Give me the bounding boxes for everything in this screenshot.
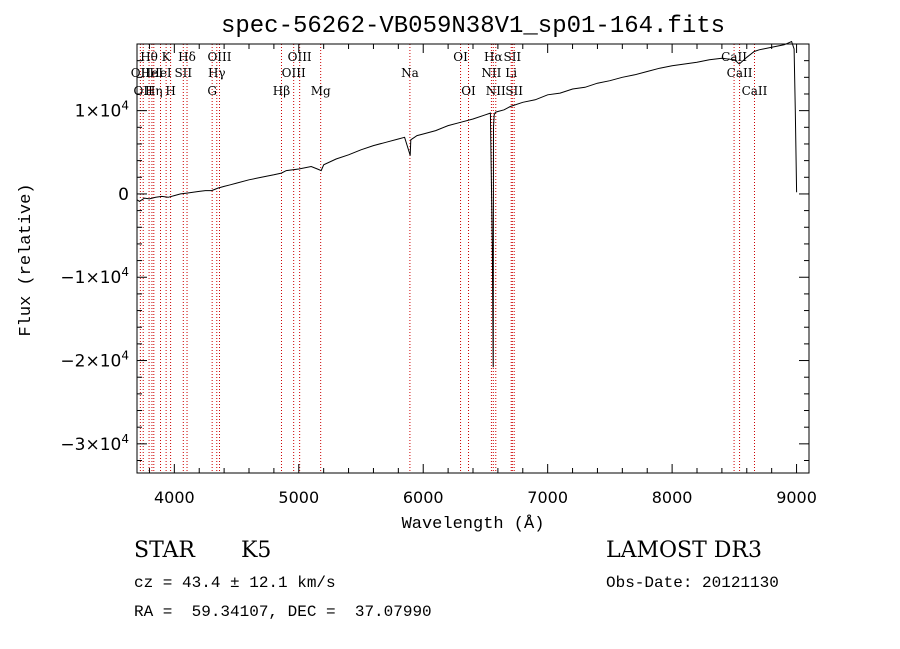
line-label-caii: CaII	[721, 50, 747, 64]
line-label-hβ: Hβ	[273, 84, 290, 98]
line-label-hθ: Hθ	[140, 50, 158, 64]
line-label-sii: SII	[503, 50, 521, 64]
line-label-oii: OII	[131, 66, 151, 80]
line-label-hα: Hα	[484, 50, 503, 64]
object-class: STAR	[134, 538, 195, 563]
line-label-sii: SII	[505, 84, 523, 98]
y-tick-label: −3×104	[60, 432, 129, 455]
x-axis-ticks: 4000 5000 6000 7000 8000 9000	[148, 44, 817, 507]
x-tick-label: 8000	[652, 488, 693, 507]
x-tick-label: 4000	[154, 488, 195, 507]
line-label-caii: CaII	[727, 66, 753, 80]
line-label-hη: Hη	[145, 84, 163, 98]
y-tick-label: −1×104	[60, 265, 129, 288]
y-axis-ticks: 1×104 0 −1×104 −2×104 −3×104	[60, 60, 809, 462]
y-tick-label: 1×104	[75, 99, 129, 122]
spectral-line-labels: OII OII Hθ HeI Hη HeI K H SII Hδ G Hγ OIII Hβ OIII OIII…	[131, 50, 768, 98]
line-label-g: G	[207, 84, 217, 98]
line-label-oii: OII	[134, 84, 154, 98]
spectral-line-markers	[139, 44, 755, 473]
x-tick-label: 9000	[776, 488, 817, 507]
chart-title: spec-56262-VB059N38V1_sp01-164.fits	[221, 13, 725, 40]
spectrum-series-line	[136, 40, 798, 368]
line-label-nii: NII	[481, 66, 501, 80]
y-tick-label: −2×104	[60, 349, 129, 372]
line-label-mg: Mg	[311, 84, 331, 98]
object-subclass: K5	[241, 538, 272, 563]
x-tick-label: 7000	[527, 488, 568, 507]
line-label-oiii: OIII	[282, 66, 306, 80]
x-axis-label: Wavelength (Å)	[402, 515, 545, 534]
line-label-oi: OI	[453, 50, 468, 64]
line-label-hδ: Hδ	[178, 50, 196, 64]
line-label-sii: SII	[174, 66, 192, 80]
line-label-h: H	[165, 84, 175, 98]
line-label-li: Li	[505, 66, 517, 80]
line-label-hγ: Hγ	[208, 66, 226, 80]
x-tick-label: 6000	[403, 488, 444, 507]
line-label-oiii: OIII	[207, 50, 231, 64]
line-label-hei: HeI	[149, 66, 172, 80]
coordinates: RA = 59.34107, DEC = 37.07990	[134, 603, 432, 621]
x-tick-label: 5000	[278, 488, 319, 507]
line-label-oiii: OIII	[288, 50, 312, 64]
redshift-velocity: cz = 43.4 ± 12.1 km/s	[134, 574, 336, 592]
survey-name: LAMOST DR3	[606, 538, 762, 563]
observation-date: Obs-Date: 20121130	[606, 574, 779, 592]
y-tick-label: 0	[118, 185, 129, 205]
line-label-nii: NII	[486, 84, 506, 98]
line-label-hei: HeI	[141, 66, 164, 80]
line-label-k: K	[162, 50, 172, 64]
line-label-oi: OI	[461, 84, 476, 98]
plot-frame	[136, 43, 810, 474]
y-axis-label: Flux (relative)	[17, 183, 36, 336]
line-label-caii: CaII	[742, 84, 768, 98]
line-label-na: Na	[401, 66, 419, 80]
